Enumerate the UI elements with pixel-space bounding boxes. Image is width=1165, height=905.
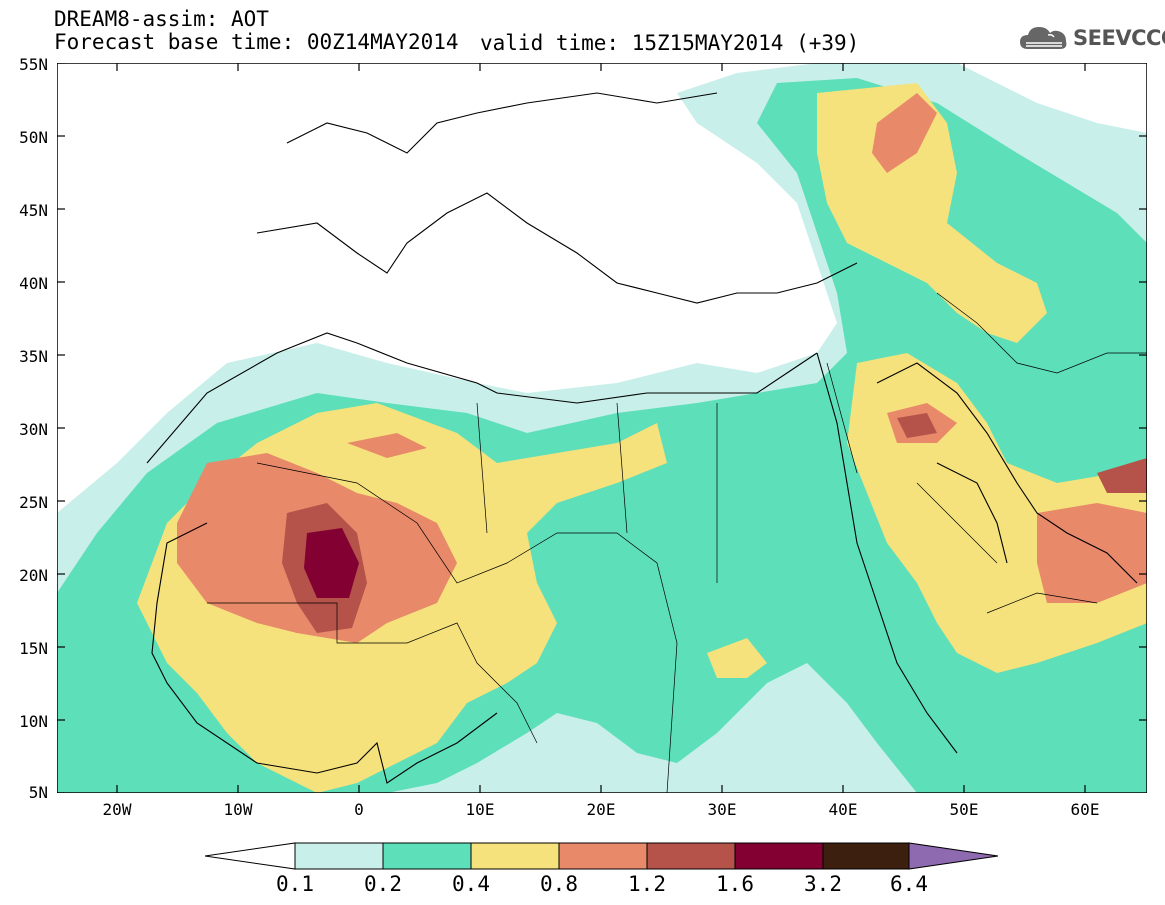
colorbar-label: 0.1 — [276, 872, 314, 896]
aot-field — [57, 63, 1147, 793]
colorbar-segment — [646, 842, 736, 870]
x-tick-label: 20E — [586, 800, 616, 819]
y-tick-label: 35N — [19, 347, 48, 366]
colorbar-segment — [822, 842, 910, 870]
x-tick-label: 50E — [949, 800, 979, 819]
aot-level-1-2 — [1097, 458, 1147, 493]
y-tick-label: 5N — [28, 783, 48, 802]
colorbar-segment — [205, 842, 296, 870]
y-tick-label: 50N — [19, 128, 48, 147]
axis-ticks — [57, 63, 1147, 793]
colorbar-label: 6.4 — [890, 872, 928, 896]
aot-map — [57, 63, 1147, 793]
seevccc-logo: SEEVCCC — [1018, 22, 1165, 54]
y-tick-label: 45N — [19, 201, 48, 220]
colorbar-label: 0.4 — [452, 872, 490, 896]
logo-text: SEEVCCC — [1073, 26, 1165, 50]
x-tick-label: 60E — [1070, 800, 1100, 819]
colorbar-segment — [558, 842, 648, 870]
x-tick-label: 40E — [828, 800, 858, 819]
aot-level-1-2 — [897, 413, 937, 438]
x-tick-label: 10E — [465, 800, 495, 819]
aot-level-0-4 — [707, 638, 767, 678]
aot-level-0-8 — [347, 433, 427, 458]
colorbar-segment — [908, 842, 999, 870]
colorbar-label: 1.2 — [628, 872, 666, 896]
aot-level-1-6 — [304, 528, 359, 598]
colorbar-label: 1.6 — [716, 872, 754, 896]
y-tick-label: 15N — [19, 639, 48, 658]
x-tick-label: 30E — [707, 800, 737, 819]
y-tick-label: 10N — [19, 712, 48, 731]
borders — [207, 292, 1147, 793]
x-tick-label: 10W — [223, 800, 253, 819]
colorbar-segment — [470, 842, 560, 870]
aot-level-0-8 — [872, 93, 937, 173]
colorbar — [205, 842, 999, 870]
aot-level-0-8 — [1037, 503, 1147, 603]
map-title: DREAM8-assim: AOT — [54, 7, 269, 31]
valid-time: valid time: 15Z15MAY2014 (+39) — [480, 31, 860, 55]
colorbar-label: 3.2 — [804, 872, 842, 896]
x-tick-label: 0 — [354, 800, 364, 819]
y-tick-label: 30N — [19, 420, 48, 439]
colorbar-segment — [294, 842, 384, 870]
colorbar-label: 0.8 — [540, 872, 578, 896]
colorbar-segment — [382, 842, 472, 870]
y-tick-label: 55N — [19, 55, 48, 74]
y-tick-label: 40N — [19, 274, 48, 293]
cloud-icon — [1020, 27, 1067, 49]
forecast-base-time: Forecast base time: 00Z14MAY2014 — [54, 30, 459, 54]
colorbar-label: 0.2 — [364, 872, 402, 896]
y-tick-label: 20N — [19, 566, 48, 585]
x-tick-label: 20W — [102, 800, 132, 819]
y-tick-label: 25N — [19, 493, 48, 512]
coastlines — [146, 92, 1138, 784]
colorbar-segment — [734, 842, 824, 870]
